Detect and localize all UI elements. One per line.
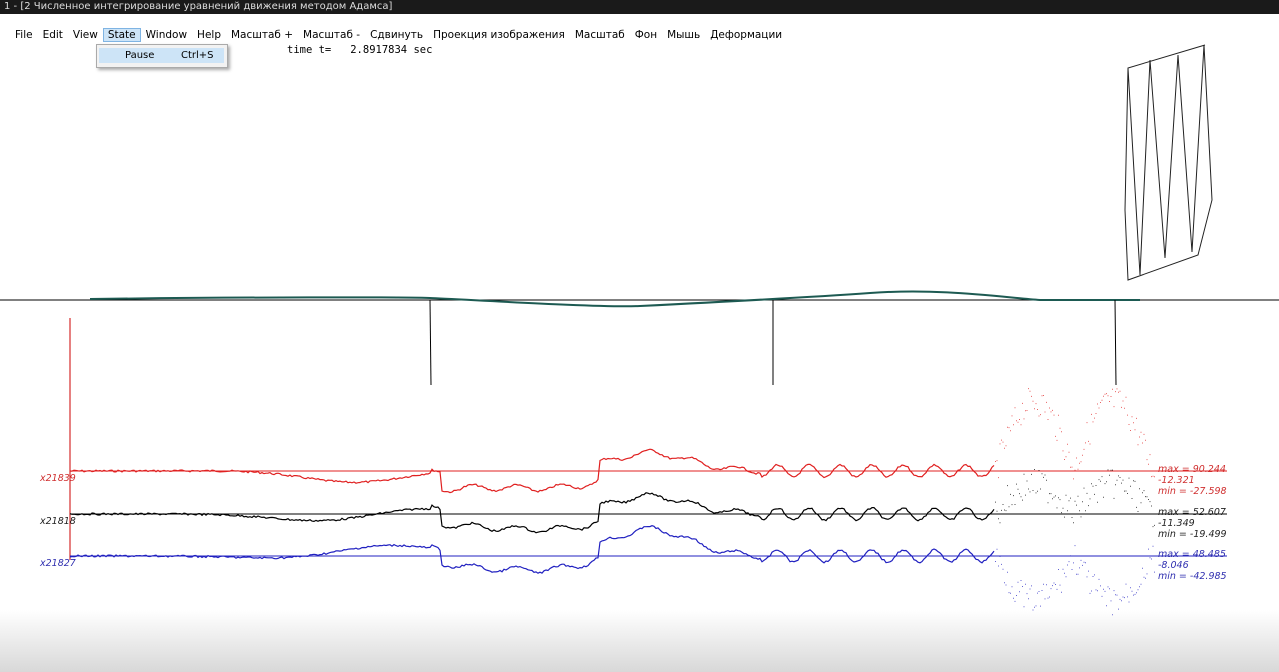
menu-item[interactable]: View bbox=[72, 28, 98, 41]
trace-min: min = -27.598 bbox=[1158, 486, 1227, 497]
menu-item[interactable]: Edit bbox=[42, 28, 63, 41]
trace-current: -11.349 bbox=[1158, 518, 1195, 529]
menu-item[interactable]: Фон bbox=[634, 28, 658, 41]
trace-scatter bbox=[995, 388, 1155, 480]
highlight bbox=[99, 48, 224, 63]
trace-max: max = 90.244 bbox=[1158, 464, 1226, 475]
menu-item[interactable]: Мышь bbox=[667, 28, 701, 41]
beam bbox=[89, 290, 1140, 308]
menu-item[interactable]: Деформации bbox=[710, 28, 783, 41]
trace bbox=[69, 525, 995, 574]
trace-label: x21818 bbox=[39, 516, 76, 527]
menu-item[interactable]: State bbox=[102, 27, 141, 42]
menu-bar: File Edit View State Window Help Масштаб + Масш… bbox=[0, 26, 1279, 43]
menu-item[interactable]: Масштаб + bbox=[231, 28, 294, 41]
menu-item[interactable]: Pause bbox=[125, 50, 155, 61]
window-title: 1 - [2 Численное интегрирование уравнени… bbox=[0, 0, 1279, 14]
menu-item[interactable]: Проекция изображения bbox=[433, 28, 565, 41]
trace bbox=[69, 492, 995, 534]
trace bbox=[69, 448, 995, 494]
trace-min: min = -19.499 bbox=[1158, 529, 1227, 540]
trace-max: max = 52.607 bbox=[1158, 507, 1226, 518]
trace-min: min = -42.985 bbox=[1158, 571, 1227, 582]
trace-max: max = 48.485 bbox=[1158, 549, 1226, 560]
trace-label: x21839 bbox=[39, 473, 76, 484]
time-display: time t= 2.8917834 sec bbox=[287, 44, 432, 56]
trace-scatter bbox=[995, 545, 1155, 616]
menu-item[interactable]: File bbox=[15, 28, 33, 41]
trace-scatter bbox=[995, 469, 1155, 528]
overlay bbox=[0, 610, 1279, 672]
trace-label: x21827 bbox=[39, 558, 76, 569]
menu-item[interactable]: Сдвинуть bbox=[370, 28, 424, 41]
tower bbox=[1124, 44, 1213, 281]
time-label: time t= bbox=[287, 44, 332, 56]
shortcut: Ctrl+S bbox=[181, 50, 214, 61]
menu-item[interactable]: Масштаб bbox=[574, 28, 625, 41]
dropdown-menu: Pause Ctrl+S bbox=[96, 44, 228, 68]
trace-current: -8.046 bbox=[1158, 560, 1189, 571]
trace-current: -12.321 bbox=[1158, 475, 1195, 486]
supports bbox=[429, 299, 1117, 386]
menu-item[interactable]: Help bbox=[197, 28, 221, 41]
menu-item[interactable]: Window bbox=[145, 28, 188, 41]
time-value: 2.8917834 sec bbox=[350, 44, 433, 56]
menu-item[interactable]: Масштаб - bbox=[303, 28, 361, 41]
